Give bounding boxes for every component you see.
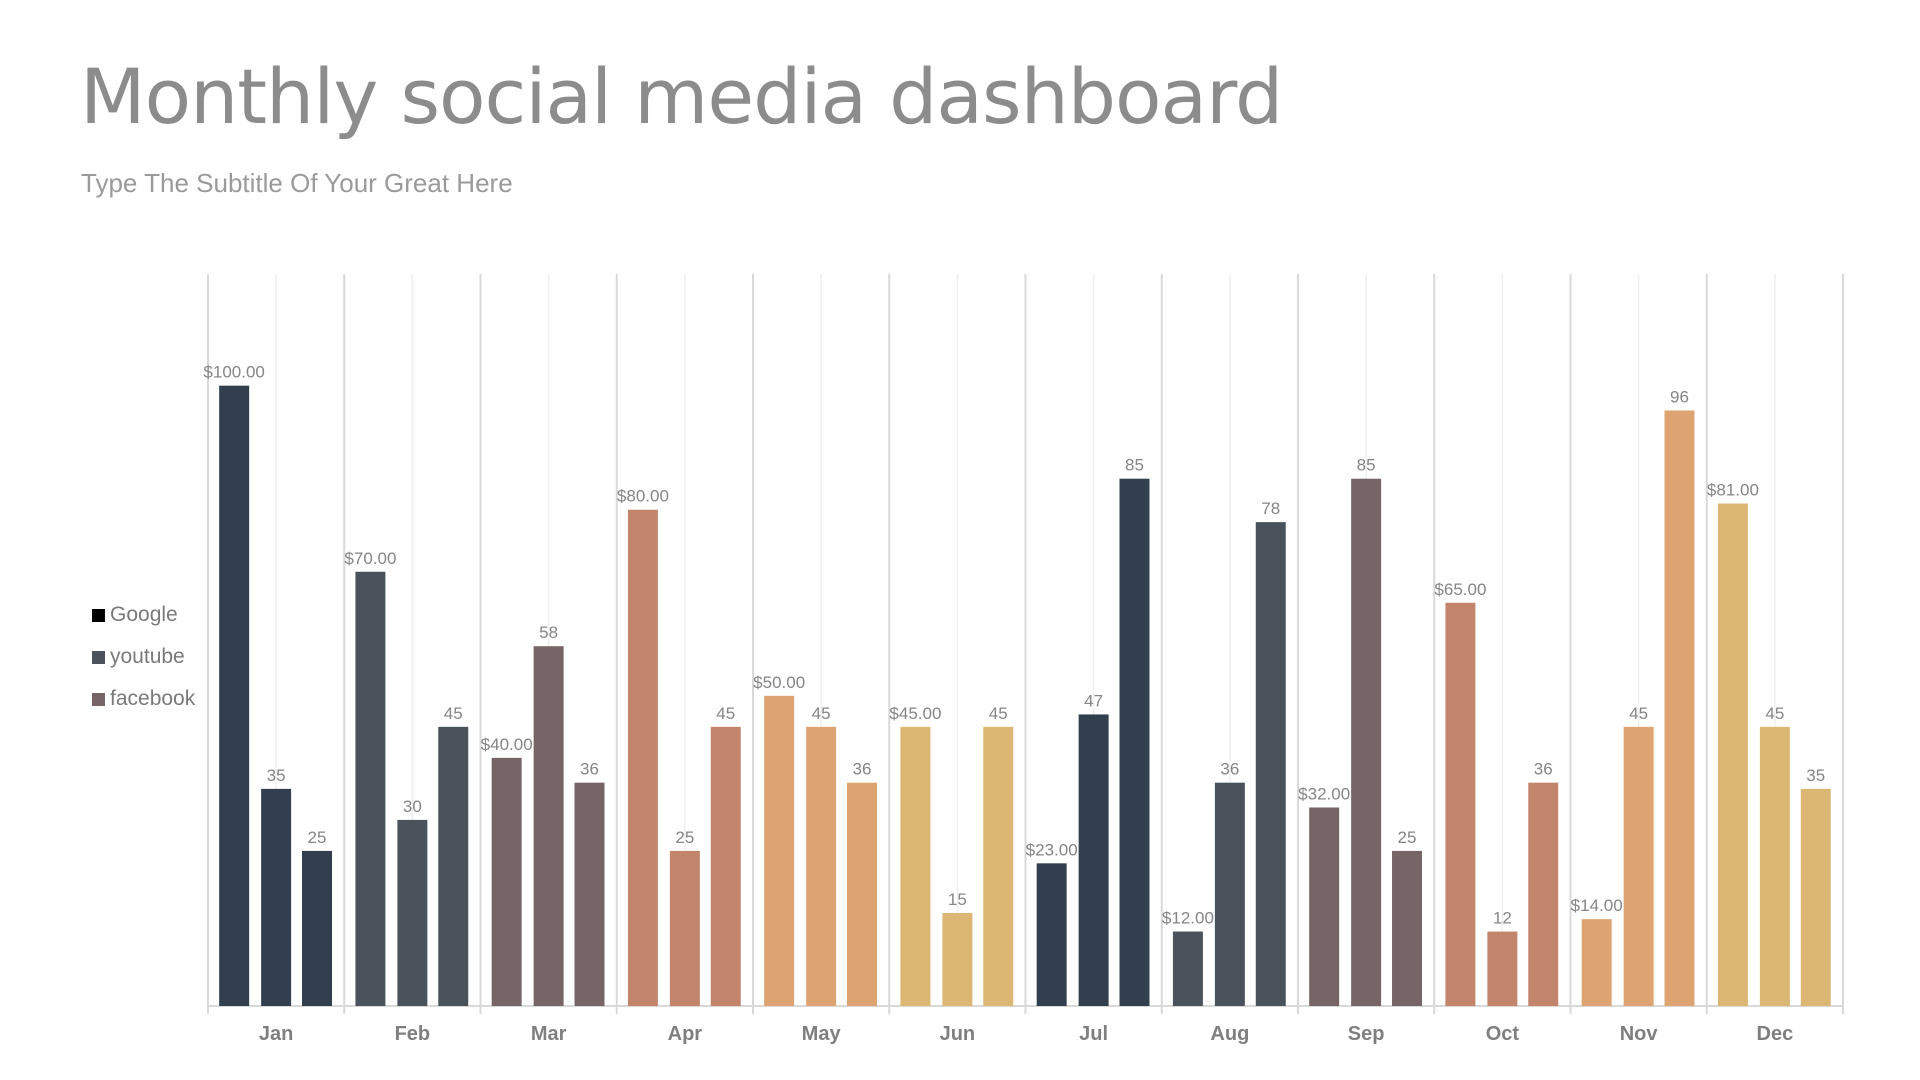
x-tick-label: Dec — [1757, 1023, 1794, 1045]
legend-item-youtube: youtube — [92, 636, 195, 678]
data-label: 45 — [1629, 704, 1648, 723]
data-label: 36 — [853, 760, 872, 779]
x-tick-label: Jul — [1079, 1023, 1108, 1045]
bar-google-sep — [1309, 807, 1340, 1006]
bar-facebook-apr — [710, 726, 741, 1006]
bar-youtube-jan — [261, 788, 292, 1006]
bar-google-oct — [1445, 602, 1476, 1006]
data-label: $65.00 — [1434, 580, 1486, 599]
data-label: 30 — [403, 797, 422, 816]
data-label: 25 — [1398, 828, 1417, 847]
bar-google-apr — [627, 509, 658, 1006]
bar-google-aug — [1172, 931, 1203, 1006]
x-tick-label: May — [802, 1023, 842, 1045]
bar-google-feb — [355, 571, 386, 1006]
bar-facebook-jan — [302, 850, 332, 1006]
bar-facebook-mar — [574, 782, 605, 1006]
legend-label: facebook — [110, 687, 196, 710]
data-label: $32.00 — [1298, 784, 1350, 803]
bar-youtube-may — [806, 726, 837, 1006]
data-label: 45 — [989, 704, 1008, 723]
bar-youtube-feb — [397, 819, 428, 1006]
data-label: $23.00 — [1026, 840, 1078, 859]
x-tick-label: Jun — [940, 1023, 976, 1045]
data-label: 36 — [1534, 760, 1553, 779]
bar-facebook-jun — [983, 726, 1014, 1006]
legend-swatch — [92, 650, 105, 664]
data-label: 45 — [716, 704, 735, 723]
data-label: $50.00 — [753, 673, 805, 692]
data-label: $100.00 — [203, 363, 264, 382]
data-label: 25 — [308, 828, 327, 847]
data-label: $70.00 — [344, 549, 396, 568]
data-label: 12 — [1493, 909, 1512, 928]
x-tick-label: Aug — [1210, 1023, 1249, 1045]
bar-google-may — [764, 695, 795, 1006]
bar-youtube-dec — [1759, 726, 1790, 1006]
x-tick-label: Nov — [1620, 1023, 1659, 1045]
bar-youtube-nov — [1623, 726, 1654, 1006]
data-label: 47 — [1084, 691, 1103, 710]
data-label: 85 — [1125, 456, 1144, 475]
bar-google-dec — [1717, 503, 1748, 1006]
data-label: 15 — [948, 890, 967, 909]
bar-youtube-oct — [1487, 931, 1518, 1006]
data-label: 78 — [1261, 499, 1280, 518]
data-label: 85 — [1357, 456, 1376, 475]
data-label: 45 — [1765, 704, 1784, 723]
bar-youtube-jun — [942, 912, 973, 1006]
chart-title: Monthly social media dashboard — [80, 52, 1283, 141]
bar-facebook-feb — [438, 726, 469, 1006]
bar-facebook-aug — [1255, 522, 1286, 1006]
bar-google-nov — [1581, 919, 1612, 1006]
x-tick-label: Apr — [668, 1023, 703, 1045]
bar-facebook-jul — [1119, 478, 1150, 1006]
bar-facebook-nov — [1664, 410, 1695, 1006]
data-label: 36 — [1220, 760, 1239, 779]
legend-swatch — [92, 608, 105, 622]
data-label: $81.00 — [1707, 481, 1759, 500]
data-label: 45 — [444, 704, 463, 723]
data-label: 45 — [812, 704, 831, 723]
data-label: 35 — [267, 766, 286, 785]
x-tick-label: Sep — [1348, 1023, 1385, 1045]
data-label: $12.00 — [1162, 909, 1214, 928]
data-label: 96 — [1670, 387, 1689, 406]
bar-youtube-aug — [1214, 782, 1245, 1006]
legend-label: Google — [110, 603, 178, 626]
bar-google-mar — [491, 757, 522, 1006]
x-tick-label: Feb — [395, 1023, 431, 1045]
bar-google-jul — [1036, 863, 1067, 1006]
x-tick-label: Oct — [1486, 1023, 1520, 1045]
bar-facebook-sep — [1392, 850, 1422, 1006]
bar-facebook-may — [847, 782, 877, 1006]
data-label: $45.00 — [889, 704, 941, 723]
bar-google-jan — [219, 385, 250, 1006]
bar-youtube-apr — [669, 850, 700, 1006]
data-label: $14.00 — [1571, 896, 1623, 915]
bar-facebook-dec — [1800, 788, 1831, 1006]
data-label: 35 — [1806, 766, 1825, 785]
bar-youtube-jul — [1078, 714, 1109, 1006]
chart-subtitle: Type The Subtitle Of Your Great Here — [81, 168, 513, 198]
legend-swatch — [92, 692, 105, 706]
bar-google-jun — [900, 726, 931, 1006]
legend: Google youtube facebook — [92, 594, 195, 720]
data-label: 25 — [675, 828, 694, 847]
legend-label: youtube — [110, 645, 185, 668]
data-label: $40.00 — [481, 735, 533, 754]
x-tick-label: Jan — [259, 1023, 293, 1045]
data-label: 58 — [539, 623, 558, 642]
bar-youtube-sep — [1351, 478, 1382, 1006]
x-tick-label: Mar — [531, 1023, 567, 1045]
bar-youtube-mar — [533, 646, 564, 1006]
data-label: 36 — [580, 760, 599, 779]
legend-item-facebook: facebook — [92, 678, 195, 720]
data-label: $80.00 — [617, 487, 669, 506]
legend-item-google: Google — [92, 594, 195, 636]
bar-facebook-oct — [1528, 782, 1559, 1006]
